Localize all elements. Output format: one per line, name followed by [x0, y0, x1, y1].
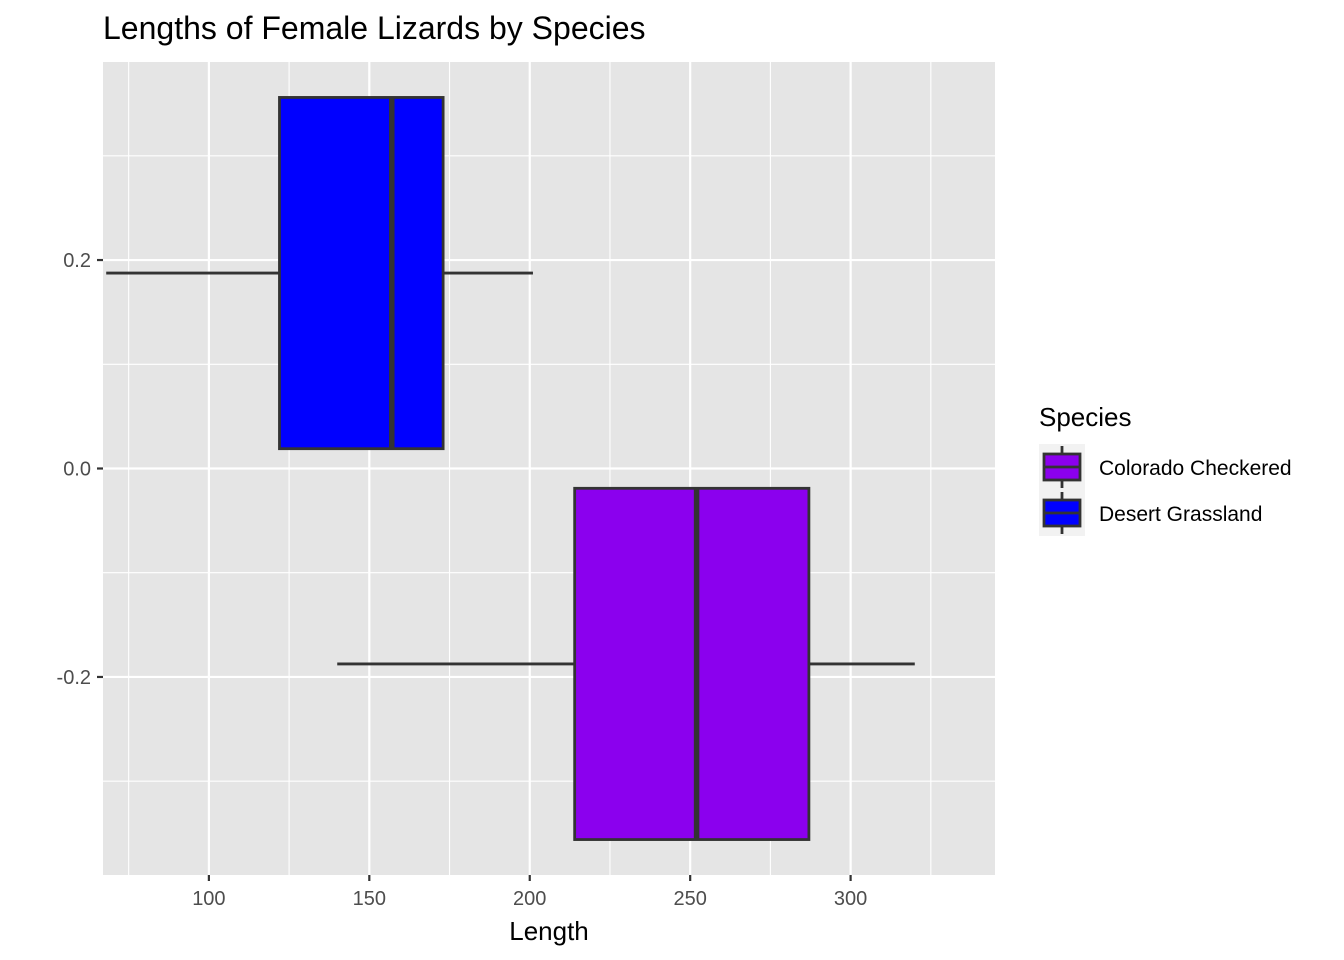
legend-label: Colorado Checkered: [1099, 457, 1292, 480]
legend-entry: Colorado Checkered: [1039, 444, 1292, 490]
legend-entry: Desert Grassland: [1039, 490, 1262, 536]
axes: 100 150 200 250 300 -0.2 0.0 0.2: [57, 250, 868, 910]
interquartile-box: [278, 96, 445, 451]
gridlines: [103, 62, 995, 875]
x-axis-title: Length: [509, 916, 589, 946]
interquartile-box: [573, 486, 811, 841]
x-tick-label: 250: [673, 888, 706, 910]
y-tick-label: 0.2: [63, 250, 91, 272]
x-tick-label: 200: [513, 888, 546, 910]
legend-label: Desert Grassland: [1099, 503, 1262, 526]
legend-title: Species: [1039, 402, 1132, 432]
box-colorado-checkered: [337, 486, 915, 841]
box-desert-grassland: [106, 96, 533, 451]
chart-title: Lengths of Female Lizards by Species: [103, 10, 646, 46]
y-tick-label: 0.0: [63, 459, 91, 481]
y-tick-label: -0.2: [57, 667, 91, 689]
x-tick-label: 300: [834, 888, 867, 910]
legend: Species Colorado Checkered Desert Grassla…: [1039, 402, 1292, 536]
x-tick-label: 150: [353, 888, 386, 910]
x-tick-label: 100: [192, 888, 225, 910]
boxes: [106, 96, 915, 841]
